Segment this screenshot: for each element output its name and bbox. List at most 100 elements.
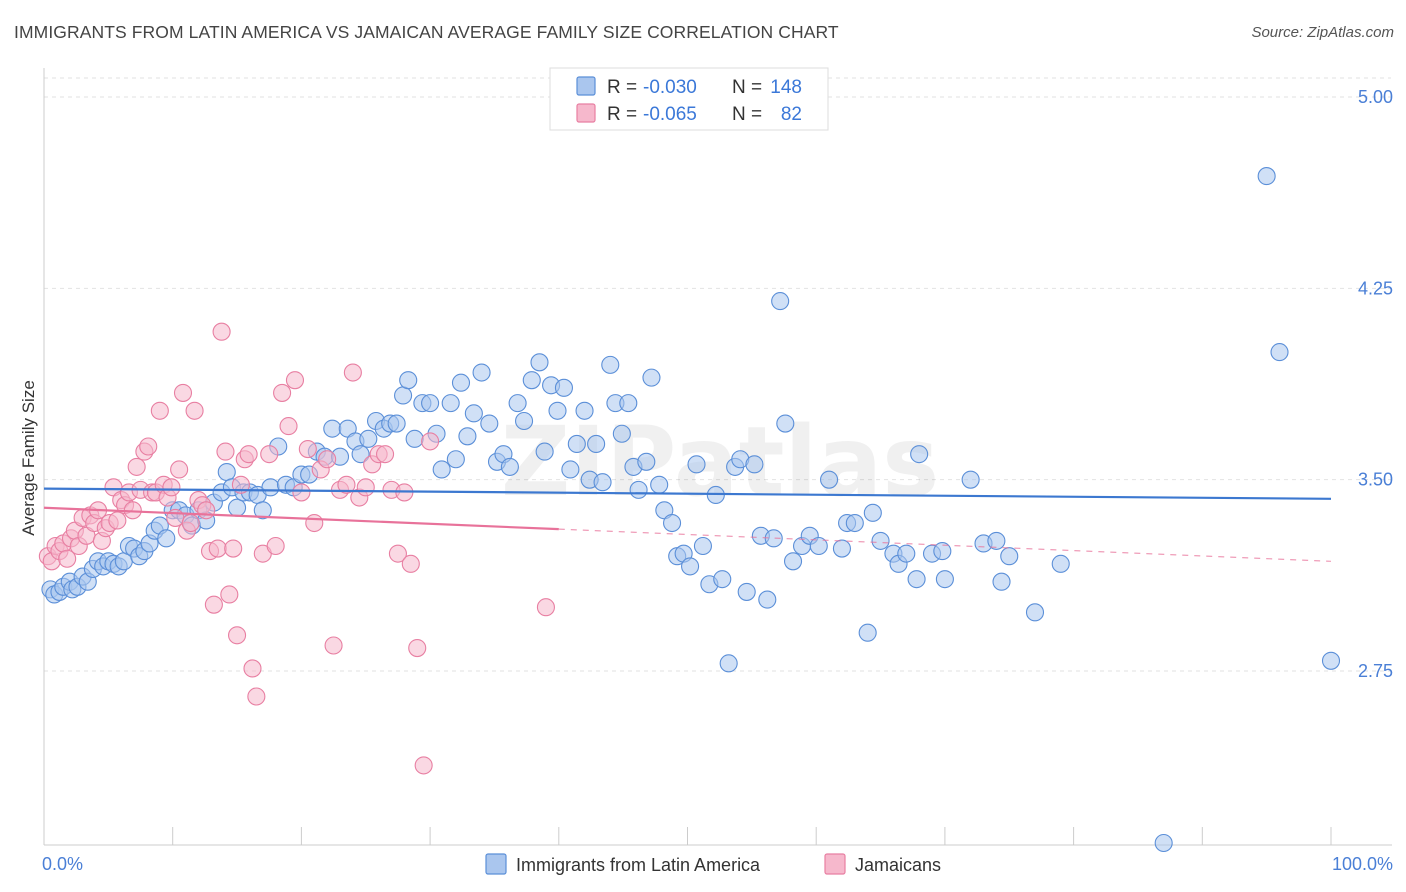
point-latin-america-138 (987, 531, 1006, 550)
point-jamaicans-63 (305, 513, 324, 533)
point-latin-america-75 (515, 411, 534, 431)
point-jamaicans-61 (292, 483, 311, 502)
x-tick-labels: 0.0% 100.0% (42, 854, 1393, 874)
point-jamaicans-54 (247, 687, 266, 706)
point-latin-america-70 (480, 414, 499, 433)
point-jamaicans-68 (337, 475, 356, 494)
point-latin-america-82 (561, 460, 580, 479)
point-latin-america-131 (907, 570, 926, 589)
point-latin-america-113 (758, 590, 777, 609)
y-axis-label: Average Family Size (19, 380, 38, 536)
point-latin-america-121 (820, 470, 839, 489)
point-latin-america-141 (1025, 603, 1045, 622)
legend-n-value-1: 148 (770, 77, 802, 98)
point-latin-america-95 (642, 368, 661, 387)
chart-title: IMMIGRANTS FROM LATIN AMERICA VS JAMAICA… (14, 22, 839, 42)
point-latin-america-86 (587, 434, 606, 454)
point-latin-america-80 (548, 401, 567, 420)
legend-swatch-jamaicans (576, 103, 596, 123)
point-jamaicans-47 (220, 585, 239, 604)
legend-r-label-1: R = (607, 77, 637, 98)
point-latin-america-98 (663, 513, 682, 533)
legend-n-label-1: N = (732, 77, 762, 98)
point-jamaicans-81 (421, 432, 440, 451)
point-jamaicans-74 (376, 445, 395, 464)
point-latin-america-94 (637, 452, 656, 471)
point-latin-america-134 (933, 542, 952, 561)
point-jamaicans-34 (170, 460, 189, 479)
point-latin-america-130 (897, 544, 916, 563)
point-jamaicans-5 (58, 549, 77, 568)
point-jamaicans-58 (273, 383, 292, 402)
chart-source: Source: ZipAtlas.com (1251, 24, 1394, 41)
point-latin-america-111 (745, 455, 764, 474)
y-tick-labels: 2.75 3.50 4.25 5.00 (1358, 87, 1393, 681)
point-latin-america-64 (441, 394, 460, 413)
point-jamaicans-60 (285, 371, 305, 390)
point-latin-america-120 (809, 536, 828, 556)
point-jamaicans-71 (356, 478, 375, 497)
y-tick-label-1: 3.50 (1358, 470, 1393, 490)
point-latin-america-87 (593, 473, 612, 492)
bottom-legend-label-latin-america: Immigrants from Latin America (516, 855, 761, 875)
point-latin-america-63 (432, 460, 451, 479)
point-latin-america-58 (399, 371, 418, 390)
point-jamaicans-29 (150, 401, 169, 420)
y-tick-label-2: 4.25 (1358, 278, 1393, 298)
point-jamaicans-49 (228, 626, 247, 645)
point-jamaicans-62 (298, 440, 317, 459)
point-jamaicans-69 (343, 363, 362, 382)
bottom-legend-swatch-jamaicans (824, 853, 846, 875)
point-jamaicans-50 (231, 475, 250, 494)
point-jamaicans-76 (388, 544, 407, 563)
point-latin-america-122 (832, 539, 851, 558)
point-latin-america-125 (858, 623, 877, 642)
correlation-legend: R = -0.030 N = 148 R = -0.065 N = 82 (549, 67, 829, 131)
y-tick-label-0: 2.75 (1358, 661, 1393, 681)
point-latin-america-84 (575, 401, 594, 420)
point-latin-america-68 (464, 404, 483, 423)
point-latin-america-145 (1270, 343, 1289, 362)
point-latin-america-51 (351, 445, 370, 464)
legend-r-value-1: -0.030 (643, 77, 697, 98)
point-latin-america-69 (472, 363, 491, 382)
point-jamaicans-78 (401, 554, 420, 573)
point-latin-america-83 (567, 434, 586, 454)
point-latin-america-88 (601, 355, 620, 374)
point-latin-america-90 (612, 424, 631, 443)
point-latin-america-93 (629, 480, 648, 499)
point-latin-america-127 (871, 531, 890, 550)
point-jamaicans-82 (536, 598, 555, 617)
point-jamaicans-37 (181, 513, 200, 533)
point-latin-america-116 (776, 414, 795, 433)
point-latin-america-47 (323, 419, 342, 438)
point-latin-america-59 (405, 429, 424, 448)
point-latin-america-57 (394, 386, 413, 405)
point-latin-america-52 (359, 429, 378, 448)
point-jamaicans-80 (414, 756, 433, 775)
legend-r-label-2: R = (607, 104, 637, 125)
point-latin-america-110 (737, 582, 756, 601)
point-jamaicans-66 (324, 636, 343, 655)
point-jamaicans-52 (239, 445, 258, 464)
point-latin-america-106 (713, 570, 732, 589)
point-latin-america-115 (771, 292, 790, 311)
point-jamaicans-53 (243, 659, 262, 678)
legend-n-value-2: 82 (781, 104, 802, 125)
bottom-legend-swatch-latin-america (485, 853, 507, 875)
point-latin-america-32 (217, 462, 236, 482)
x-tick-label-1: 100.0% (1332, 854, 1393, 874)
point-jamaicans-59 (279, 417, 298, 436)
bottom-legend-label-jamaicans: Jamaicans (855, 855, 941, 875)
point-latin-america-146 (1321, 651, 1341, 670)
point-latin-america-136 (961, 470, 980, 489)
point-latin-america-56 (387, 414, 406, 433)
point-jamaicans-46 (216, 442, 235, 461)
series-jamaicans (38, 322, 555, 775)
point-jamaicans-48 (224, 539, 243, 558)
point-jamaicans-38 (185, 401, 204, 420)
point-latin-america-74 (508, 394, 527, 413)
legend-box (549, 67, 829, 131)
point-latin-america-77 (530, 353, 549, 372)
